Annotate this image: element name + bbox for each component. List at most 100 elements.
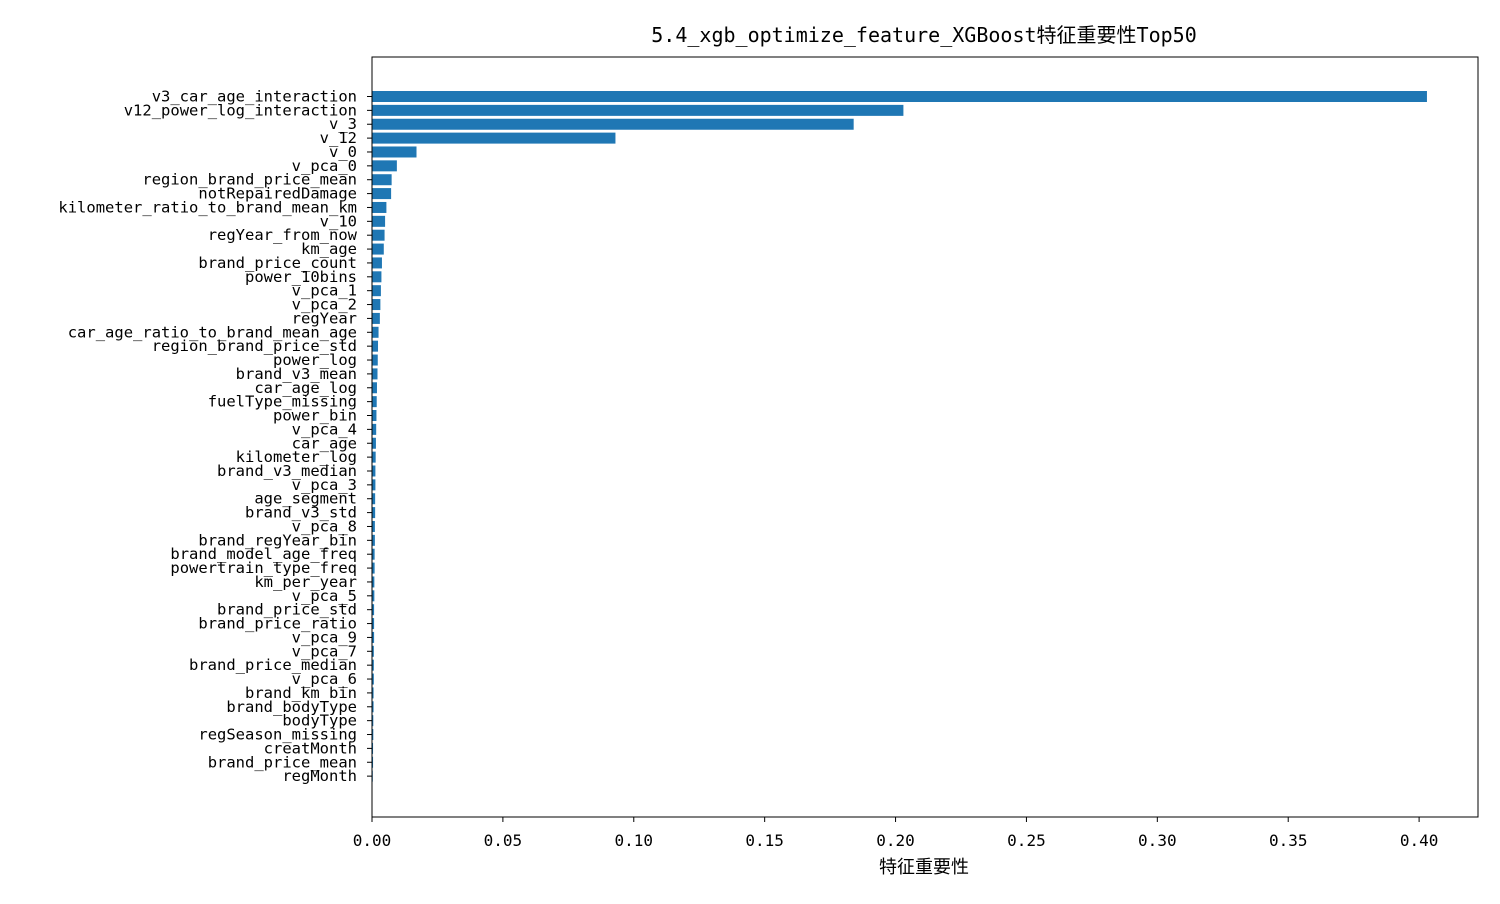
bar: [372, 382, 377, 394]
bar: [372, 645, 374, 657]
bar: [372, 160, 397, 172]
y-tick-label: v_pca_6: [292, 670, 357, 688]
x-tick-label: 0.25: [1007, 831, 1046, 850]
y-tick-label: creatMonth: [264, 739, 357, 757]
bar: [372, 285, 381, 297]
y-tick-label: v3_car_age_interaction: [152, 88, 357, 106]
bar: [372, 590, 375, 602]
bar: [372, 534, 375, 546]
bar: [372, 520, 375, 532]
bar: [372, 742, 374, 754]
y-tick-label: kilometer_ratio_to_brand_mean_km: [58, 198, 357, 216]
y-ticks-group: v3_car_age_interactionv12_power_log_inte…: [58, 88, 372, 785]
y-tick-label: fuelType_missing: [208, 393, 357, 411]
y-tick-label: car_age_log: [254, 379, 357, 397]
y-tick-label: brand_bodyType: [226, 698, 357, 716]
bar: [372, 451, 376, 463]
y-tick-label: brand_model_age_freq: [170, 545, 357, 563]
y-tick-label: v_pca_7: [292, 642, 357, 660]
bar: [372, 687, 374, 699]
x-tick-label: 0.30: [1138, 831, 1177, 850]
y-tick-label: brand_price_median: [189, 656, 357, 674]
y-tick-label: notRepairedDamage: [198, 185, 357, 203]
y-tick-label: v_pca_2: [292, 296, 357, 314]
y-tick-label: power_log: [273, 351, 357, 369]
bar: [372, 146, 417, 158]
bar: [372, 396, 377, 408]
bar: [372, 659, 374, 671]
y-tick-label: km_age: [301, 240, 357, 258]
y-tick-label: age_segment: [254, 490, 357, 508]
x-axis-label: 特征重要性: [879, 857, 969, 878]
bar: [372, 562, 375, 574]
chart-title: 5.4_xgb_optimize_feature_XGBoost特征重要性Top…: [651, 23, 1197, 47]
y-tick-label: v_pca_8: [292, 517, 357, 535]
y-tick-label: v_12: [320, 129, 357, 147]
bar: [372, 340, 379, 352]
y-tick-label: v_3: [329, 115, 357, 133]
bar: [372, 715, 374, 727]
y-tick-label: v_pca_0: [292, 157, 357, 175]
y-tick-label: v_10: [320, 212, 357, 230]
y-tick-label: brand_price_std: [217, 601, 357, 619]
bar: [372, 465, 376, 477]
y-tick-label: brand_price_mean: [208, 753, 357, 771]
x-tick-label: 0.40: [1400, 831, 1439, 850]
x-tick-label: 0.00: [353, 831, 392, 850]
bar: [372, 201, 387, 213]
bar: [372, 91, 1427, 102]
bar: [372, 437, 376, 449]
bar: [372, 604, 375, 616]
y-tick-label: brand_price_ratio: [198, 615, 357, 633]
bar: [372, 243, 384, 255]
x-ticks-group: 0.00 0.05 0.10 0.15 0.20 0.25 0.30 0.35 0.40: [353, 817, 1439, 850]
x-tick-label: 0.10: [615, 831, 654, 850]
y-tick-label: power_10bins: [245, 268, 357, 286]
y-tick-label: bodyType: [282, 712, 357, 730]
y-tick-label: powertrain_type_freq: [170, 559, 357, 577]
bar: [372, 174, 392, 186]
y-tick-label: region_brand_price_std: [152, 337, 357, 355]
bar: [372, 576, 375, 588]
bar: [372, 673, 374, 685]
bar: [372, 618, 375, 630]
y-tick-label: car_age: [292, 434, 357, 452]
y-tick-label: regMonth: [282, 767, 357, 785]
bar: [372, 410, 377, 422]
bar: [372, 104, 904, 116]
y-tick-label: v_pca_5: [292, 587, 357, 605]
bar: [372, 257, 382, 269]
y-tick-label: region_brand_price_mean: [142, 171, 357, 189]
y-tick-label: v_pca_3: [292, 476, 357, 494]
y-tick-label: v_pca_1: [292, 282, 357, 300]
bar: [372, 215, 386, 227]
bar: [372, 507, 376, 519]
bar: [372, 548, 375, 560]
y-tick-label: brand_km_bin: [245, 684, 357, 702]
bar: [372, 423, 377, 435]
y-tick-label: regYear: [292, 309, 357, 327]
y-tick-label: v_pca_4: [292, 420, 357, 438]
bars-group: [372, 91, 1427, 782]
x-tick-label: 0.20: [876, 831, 915, 850]
bar: [372, 493, 376, 505]
y-tick-label: brand_v3_median: [217, 462, 357, 480]
bar: [372, 631, 375, 643]
bar: [372, 368, 378, 380]
y-tick-label: v_pca_9: [292, 628, 357, 646]
bar: [372, 299, 381, 311]
y-tick-label: regYear_from_now: [208, 226, 358, 244]
plot-frame: [371, 56, 1479, 818]
y-tick-label: v_0: [329, 143, 357, 161]
bar: [372, 354, 378, 366]
y-tick-label: regSeason_missing: [198, 726, 357, 744]
bar: [372, 326, 379, 338]
x-tick-label: 0.35: [1269, 831, 1308, 850]
bar: [372, 118, 854, 130]
y-tick-label: brand_v3_mean: [236, 365, 357, 383]
y-tick-label: kilometer_log: [236, 448, 357, 466]
bar: [372, 312, 380, 324]
bar: [372, 701, 374, 713]
y-tick-label: brand_v3_std: [245, 504, 357, 522]
